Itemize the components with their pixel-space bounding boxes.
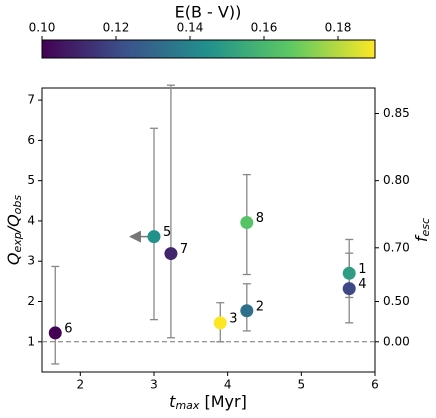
point-label: 2 [256,299,264,314]
colorbar-tick-label: 0.12 [103,21,130,35]
y2-axis-label: fesc [412,218,433,242]
data-point [240,216,254,230]
data-point [48,326,62,340]
y-tick-label: 4 [27,213,35,227]
x-tick-label: 6 [371,378,379,392]
x-axis-label: tmax [Myr] [169,392,247,413]
point-label: 8 [256,211,264,226]
colorbar-tick-label: 0.16 [251,21,278,35]
y2-tick-label: 0.00 [383,334,410,348]
colorbar-label: E(B - V)) [175,3,242,22]
data-point [164,247,178,261]
y-tick-label: 2 [27,294,35,308]
point-label: 5 [163,225,171,240]
x-tick-label: 5 [298,378,306,392]
x-tick-label: 3 [150,378,158,392]
data-point [147,230,161,244]
y2-tick-label: 0.85 [383,106,410,120]
y2-tick-label: 0.70 [383,240,410,254]
colorbar-tick-label: 0.10 [29,21,56,35]
y-tick-label: 3 [27,254,35,268]
y2-tick-label: 0.50 [383,294,410,308]
plot-frame [41,87,376,373]
point-label: 6 [64,321,72,336]
colorbar-tick-label: 0.14 [177,21,204,35]
x-tick-label: 4 [224,378,232,392]
point-label: 7 [180,242,188,257]
colorbar-tick-label: 0.18 [325,21,352,35]
y-tick-label: 7 [27,93,35,107]
point-label: 1 [358,262,366,277]
y2-tick-label: 0.80 [383,173,410,187]
data-point [342,266,356,280]
data-point [342,282,356,296]
data-point [240,304,254,318]
y-axis-label: Qexp/Qobs [4,195,25,266]
y-tick-label: 5 [27,173,35,187]
point-label: 3 [229,311,237,326]
point-label: 4 [358,277,366,292]
colorbar [41,39,376,59]
x-tick-label: 2 [76,378,84,392]
y-tick-label: 1 [27,334,35,348]
data-point [213,316,227,330]
y-tick-label: 6 [27,133,35,147]
